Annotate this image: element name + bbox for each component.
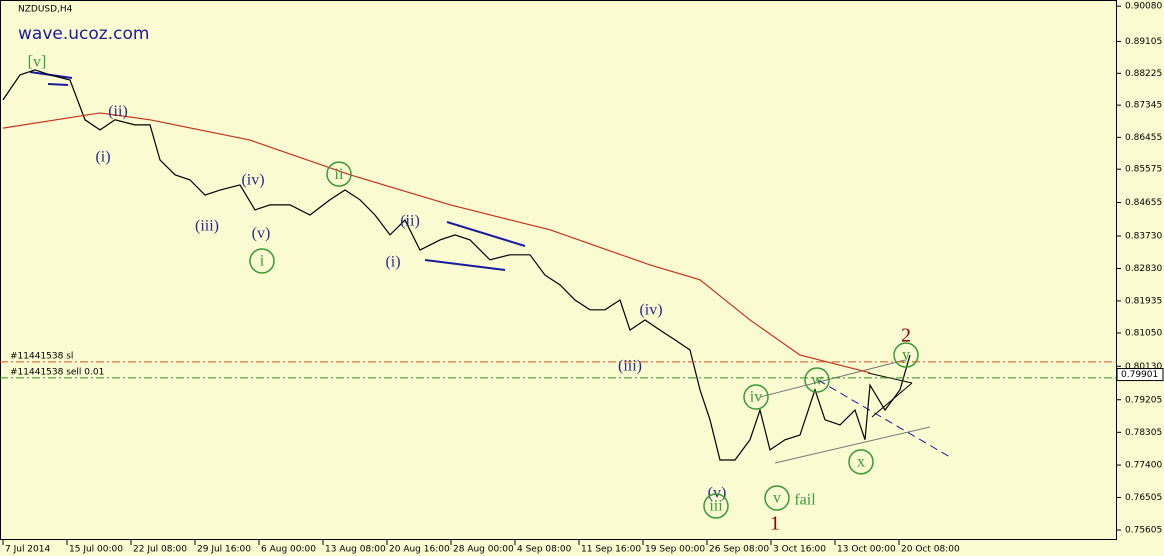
y-tick-label: 0.76505 — [1125, 493, 1162, 503]
wave-label: i — [260, 253, 265, 270]
wave-label: x — [857, 453, 865, 470]
wave-circle — [804, 367, 830, 393]
wave-label: (iv) — [639, 301, 662, 318]
order-label: #11441538 sl — [10, 351, 73, 361]
x-tick-label: 20 Aug 16:00 — [389, 545, 450, 555]
wave-label: (iii) — [618, 358, 642, 375]
y-tick-label: 0.85575 — [1125, 165, 1162, 175]
y-tick-label: 0.81935 — [1125, 296, 1162, 306]
x-tick-label: 28 Aug 00:00 — [453, 545, 514, 555]
wave-circle — [764, 485, 790, 511]
y-tick-label: 0.90080 — [1125, 2, 1162, 12]
wave-label: iv — [750, 389, 762, 406]
y-tick-label: 0.77400 — [1125, 461, 1162, 471]
x-tick-label: 15 Jul 00:00 — [69, 545, 123, 555]
y-tick-label: 0.83730 — [1125, 231, 1162, 241]
watermark: wave.ucoz.com — [18, 24, 149, 44]
wave-label: (i) — [95, 149, 110, 166]
wave-label: (v) — [252, 225, 271, 242]
wave-label: ii — [335, 166, 344, 183]
y-tick-label: 0.86455 — [1125, 133, 1162, 143]
wave-circle — [703, 493, 729, 519]
x-tick-label: 22 Jul 08:00 — [133, 545, 187, 555]
wave-label: 1 — [770, 512, 780, 534]
trendlines — [29, 71, 951, 464]
y-tick-label: 0.80130 — [1125, 362, 1162, 372]
x-tick-label: 19 Sep 00:00 — [645, 545, 705, 555]
plot-frame — [0, 0, 1117, 540]
x-tick-label: 29 Jul 16:00 — [197, 545, 251, 555]
wave-label: (ii) — [108, 103, 128, 120]
wave-label: 2 — [901, 324, 911, 346]
wave-label: (iv) — [241, 172, 264, 189]
y-tick-label: 0.81050 — [1125, 328, 1162, 338]
trendline — [47, 83, 69, 86]
x-tick-label: 6 Aug 00:00 — [261, 545, 316, 555]
x-tick-label: 3 Oct 16:00 — [773, 545, 826, 555]
y-tick-label: 0.87345 — [1125, 101, 1162, 111]
y-tick-label: 0.88225 — [1125, 69, 1162, 79]
y-tick-label: 0.79205 — [1125, 395, 1162, 405]
trendline — [759, 359, 906, 398]
wave-circle — [743, 384, 769, 410]
wave-circle — [893, 342, 919, 368]
order-label: #11441538 sell 0.01 — [10, 367, 104, 377]
x-tick-label: 13 Oct 00:00 — [837, 545, 896, 555]
trendline — [774, 426, 931, 464]
y-tick-label: 0.82830 — [1125, 264, 1162, 274]
wave-label: iii — [709, 498, 723, 515]
price-marker — [1116, 368, 1164, 382]
x-tick-label: 7 Jul 2014 — [5, 545, 50, 555]
wave-circle — [326, 161, 352, 187]
y-tick-label: 0.75605 — [1125, 526, 1162, 536]
wave-label: (ii) — [400, 212, 420, 229]
wave-label: v — [773, 490, 781, 507]
wave-label: (iii) — [195, 218, 219, 235]
wave-label: (i) — [385, 254, 400, 271]
price-line — [2, 69, 911, 461]
wave-label: [v] — [28, 54, 47, 71]
y-tick-label: 0.84655 — [1125, 198, 1162, 208]
trendline — [424, 259, 506, 271]
wave-label: (v) — [708, 485, 727, 502]
trendline — [867, 372, 913, 384]
wave-circle — [249, 248, 275, 274]
y-tick-label: 0.78305 — [1125, 428, 1162, 438]
x-tick-label: 20 Oct 08:00 — [901, 545, 960, 555]
x-tick-label: 11 Sep 16:00 — [581, 545, 641, 555]
price-label: 0.79901 — [1121, 370, 1158, 380]
trendline — [446, 221, 526, 247]
wave-label: w — [811, 372, 823, 389]
x-tick-label: 26 Sep 08:00 — [709, 545, 769, 555]
price-line — [2, 112, 871, 374]
y-tick-label: 0.89105 — [1125, 37, 1162, 47]
wave-label: fail — [794, 491, 816, 508]
chart-title: NZDUSD,H4 — [18, 5, 73, 15]
wave-circle — [848, 449, 874, 475]
x-tick-label: 4 Sep 08:00 — [517, 545, 572, 555]
x-tick-label: 13 Aug 08:00 — [325, 545, 386, 555]
wave-label: y — [902, 347, 910, 364]
